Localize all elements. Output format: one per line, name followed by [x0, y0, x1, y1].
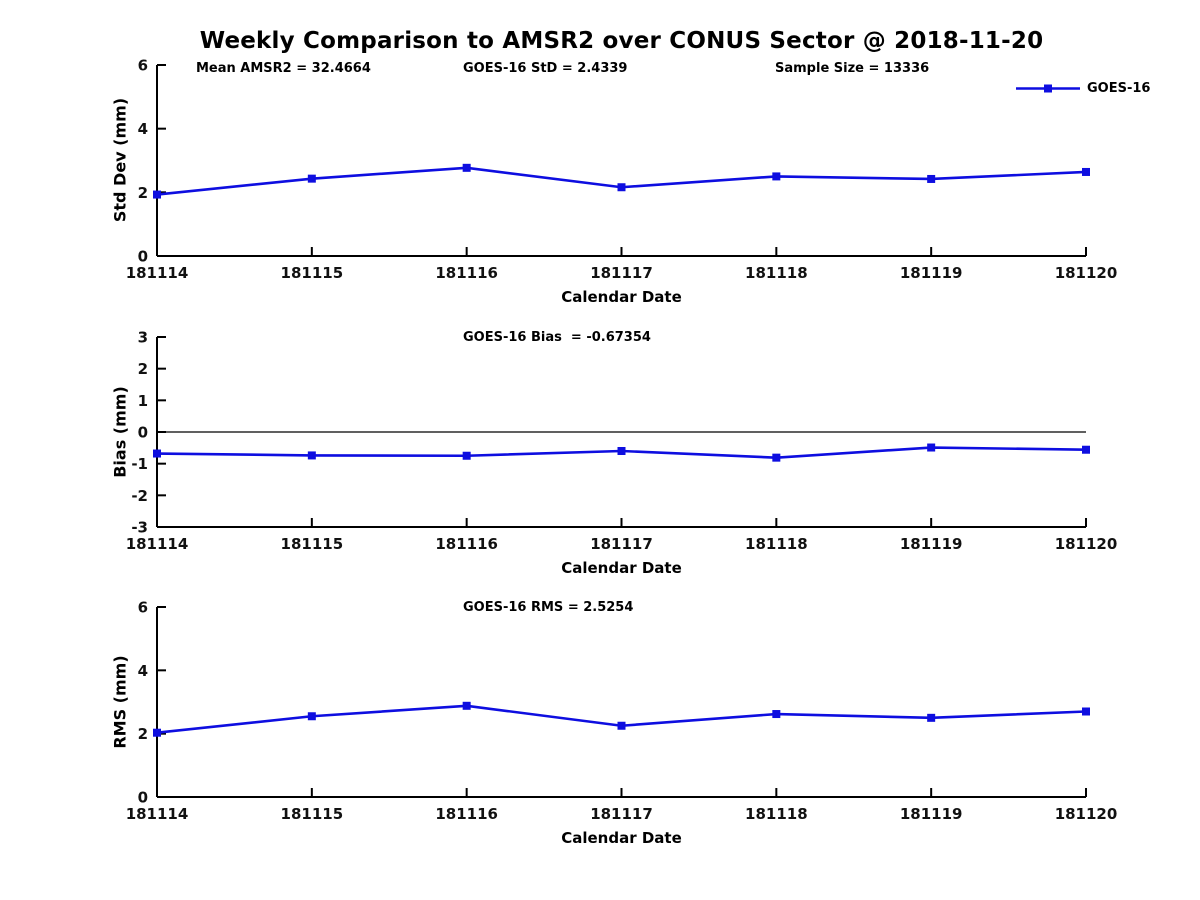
- x-tick-label: 181115: [281, 535, 344, 553]
- y-tick-label: -2: [131, 487, 148, 505]
- bias-y-axis-label: Bias (mm): [110, 386, 130, 478]
- y-tick-label: 4: [138, 120, 148, 138]
- y-tick-label: 1: [138, 392, 148, 410]
- rms-x-axis-label: Calendar Date: [561, 829, 682, 847]
- data-point-marker: [1082, 445, 1090, 454]
- stat-mean-amsr2: Mean AMSR2 = 32.4664: [196, 61, 371, 76]
- x-tick-label: 181117: [590, 535, 653, 553]
- y-tick-label: -3: [131, 519, 148, 537]
- data-point-marker: [617, 447, 626, 455]
- y-tick-label: 0: [138, 424, 148, 442]
- data-point-marker: [462, 701, 471, 710]
- y-tick-label: 2: [138, 360, 148, 378]
- page-title: Weekly Comparison to AMSR2 over CONUS Se…: [199, 28, 1044, 54]
- data-point-marker: [927, 174, 936, 183]
- data-point-marker: [307, 451, 316, 460]
- bias-x-axis-label: Calendar Date: [561, 559, 682, 577]
- x-tick-label: 181119: [900, 535, 963, 553]
- bias-panel-title: GOES-16 Bias = -0.67354: [463, 330, 651, 345]
- x-tick-label: 181114: [126, 264, 189, 282]
- y-tick-label: 0: [138, 789, 148, 807]
- legend: GOES-16: [1016, 81, 1150, 96]
- data-point-marker: [307, 712, 316, 721]
- legend-label: GOES-16: [1087, 81, 1151, 96]
- data-point-marker: [1082, 707, 1090, 716]
- x-tick-label: 181115: [281, 805, 344, 823]
- stat-goes16-std: GOES-16 StD = 2.4339: [463, 61, 628, 76]
- data-point-marker: [617, 721, 626, 730]
- stddev-y-axis-label: Std Dev (mm): [110, 97, 130, 223]
- stddev-x-axis-label: Calendar Date: [561, 288, 682, 306]
- data-point-marker: [153, 728, 161, 737]
- rms-panel-title: GOES-16 RMS = 2.5254: [463, 600, 634, 615]
- legend-line-marker-icon: [1016, 84, 1080, 93]
- data-point-marker: [1082, 167, 1090, 176]
- x-tick-label: 181120: [1055, 264, 1118, 282]
- x-tick-label: 181116: [435, 805, 498, 823]
- y-tick-label: 6: [138, 599, 148, 617]
- y-tick-label: 0: [138, 248, 148, 266]
- y-tick-label: 2: [138, 184, 148, 202]
- data-point-marker: [772, 172, 781, 181]
- data-point-marker: [617, 183, 626, 192]
- y-tick-label: 3: [138, 329, 148, 347]
- data-point-marker: [153, 449, 161, 458]
- data-point-marker: [927, 443, 936, 452]
- data-point-marker: [772, 710, 781, 719]
- x-tick-label: 181117: [590, 805, 653, 823]
- x-tick-label: 181114: [126, 805, 189, 823]
- y-tick-label: 4: [138, 662, 148, 680]
- x-tick-label: 181118: [745, 805, 808, 823]
- y-tick-label: 6: [138, 57, 148, 75]
- x-tick-label: 181118: [745, 535, 808, 553]
- x-tick-label: 181120: [1055, 535, 1118, 553]
- y-tick-label: 2: [138, 725, 148, 743]
- x-tick-label: 181120: [1055, 805, 1118, 823]
- x-tick-label: 181116: [435, 535, 498, 553]
- x-tick-label: 181117: [590, 264, 653, 282]
- y-tick-label: -1: [131, 455, 148, 473]
- x-tick-label: 181116: [435, 264, 498, 282]
- x-tick-label: 181119: [900, 805, 963, 823]
- x-tick-label: 181118: [745, 264, 808, 282]
- data-point-marker: [307, 174, 316, 183]
- data-point-marker: [153, 190, 161, 199]
- rms-y-axis-label: RMS (mm): [110, 655, 130, 749]
- data-point-marker: [927, 713, 936, 722]
- data-point-marker: [772, 453, 781, 462]
- data-point-marker: [462, 163, 471, 172]
- x-tick-label: 181115: [281, 264, 344, 282]
- x-tick-label: 181119: [900, 264, 963, 282]
- data-point-marker: [462, 451, 471, 460]
- stat-sample-size: Sample Size = 13336: [775, 61, 930, 76]
- x-tick-label: 181114: [126, 535, 189, 553]
